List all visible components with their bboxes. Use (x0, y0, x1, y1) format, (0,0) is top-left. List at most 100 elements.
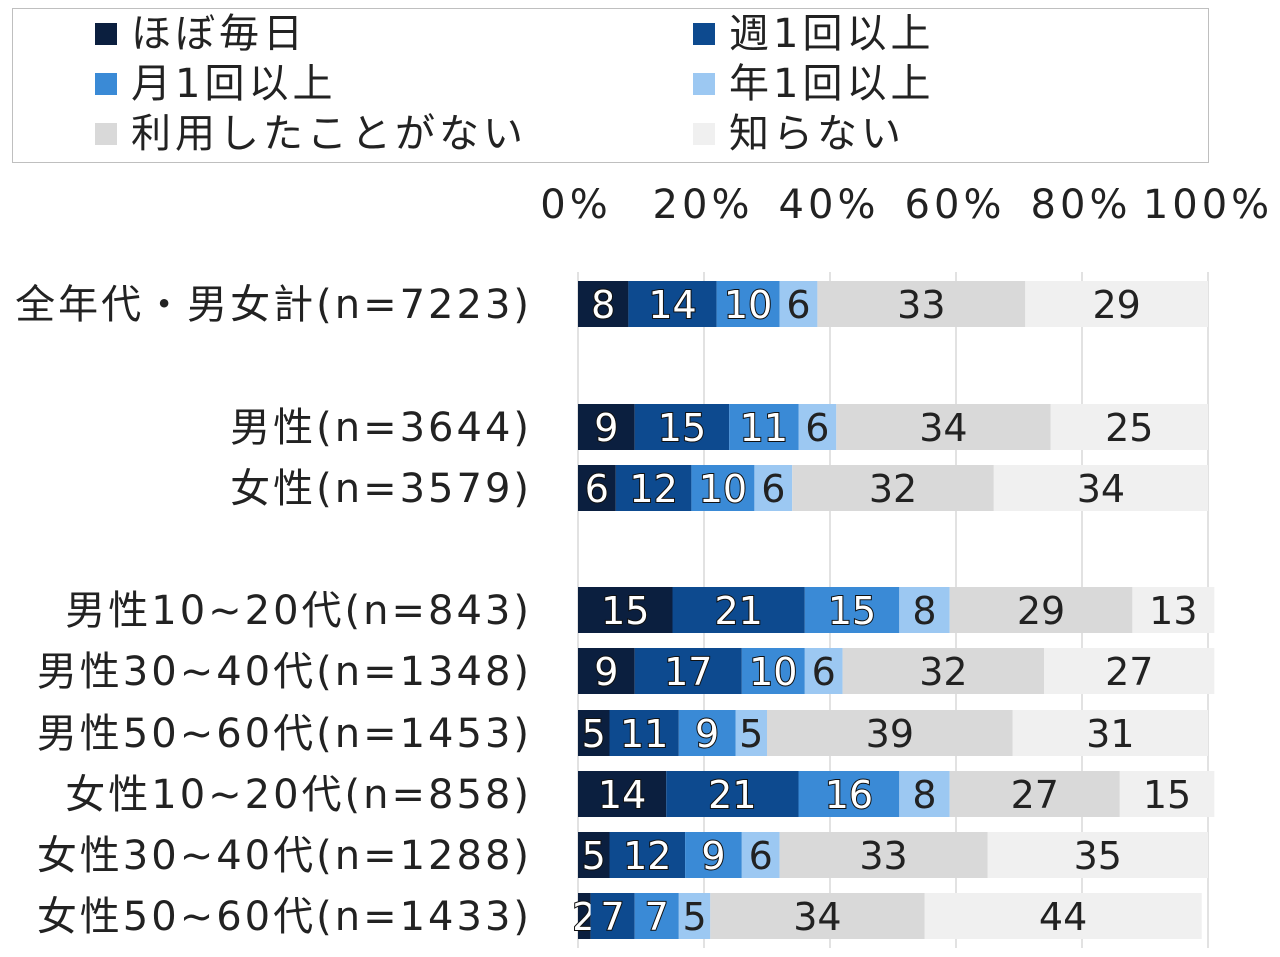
data-label-yearly: 8 (912, 589, 936, 633)
bar-segment-weekly (672, 587, 805, 633)
data-label-monthly: 9 (695, 712, 719, 756)
data-label-daily: 9 (594, 406, 618, 450)
data-label-never-used: 33 (897, 283, 945, 327)
data-label-weekly: 14 (648, 283, 696, 327)
data-label-monthly: 10 (749, 650, 797, 694)
data-label-daily: 5 (582, 712, 606, 756)
data-label-unknown: 25 (1105, 406, 1153, 450)
legend-item-yearly: 年1回以上 (693, 64, 934, 104)
bar-segment-never-used (710, 893, 925, 939)
x-tick-label: 60% (905, 182, 1006, 228)
legend-label-unknown: 知らない (729, 111, 905, 157)
data-label-unknown: 13 (1149, 589, 1197, 633)
data-label-yearly: 6 (786, 283, 810, 327)
data-label-yearly: 6 (805, 406, 829, 450)
bar-segment-unknown (1012, 710, 1208, 756)
bar-segment-unknown (1119, 771, 1215, 817)
data-label-monthly: 15 (828, 589, 876, 633)
legend-label-weekly: 週1回以上 (729, 11, 935, 57)
data-label-never-used: 33 (859, 834, 907, 878)
data-label-never-used: 32 (919, 650, 967, 694)
data-label-unknown: 35 (1074, 834, 1122, 878)
data-label-weekly: 12 (623, 834, 671, 878)
bar-segment-unknown (1050, 404, 1208, 450)
bar-segment-daily (578, 648, 635, 694)
row-label: 女性(n=3579) (230, 466, 532, 512)
bar-segment-unknown (1025, 281, 1208, 327)
legend-label-daily: ほぼ毎日 (131, 11, 307, 57)
bar-segment-never-used (949, 587, 1133, 633)
data-label-weekly: 11 (620, 712, 668, 756)
data-label-monthly: 9 (701, 834, 725, 878)
data-label-yearly: 6 (761, 467, 785, 511)
row-label: 男性50~60代(n=1453) (37, 711, 532, 757)
legend-item-weekly: 週1回以上 (693, 14, 934, 54)
legend-item-monthly: 月1回以上 (95, 64, 336, 104)
bar-segment-monthly (634, 893, 679, 939)
bar-segment-weekly (666, 771, 799, 817)
row-label: 女性30~40代(n=1288) (37, 833, 532, 879)
data-label-never-used: 34 (793, 895, 841, 939)
bar-segment-daily (578, 710, 610, 756)
x-tick-label: 80% (1031, 182, 1132, 228)
data-label-monthly: 7 (645, 895, 669, 939)
bar-segment-monthly (685, 832, 742, 878)
data-label-daily: 8 (591, 283, 615, 327)
data-label-daily: 5 (582, 834, 606, 878)
legend-item-unknown: 知らない (693, 114, 905, 154)
legend-swatch-yearly (693, 73, 715, 95)
data-label-weekly: 12 (629, 467, 677, 511)
bar-segment-yearly (779, 281, 818, 327)
legend-label-monthly: 月1回以上 (131, 61, 337, 107)
bar-segment-yearly (741, 832, 780, 878)
data-label-monthly: 10 (699, 467, 747, 511)
row-label: 男性10~20代(n=843) (65, 588, 532, 634)
data-label-weekly: 21 (708, 773, 756, 817)
data-label-never-used: 27 (1011, 773, 1059, 817)
legend-item-daily: ほぼ毎日 (95, 14, 307, 54)
row-label: 全年代・男女計(n=7223) (15, 282, 532, 328)
bar-segment-monthly (804, 587, 900, 633)
legend-swatch-never-used (95, 123, 117, 145)
bar-segment-yearly (804, 648, 843, 694)
data-label-weekly: 7 (601, 895, 625, 939)
data-label-never-used: 29 (1017, 589, 1065, 633)
row-label: 女性10~20代(n=858) (65, 772, 532, 818)
bar-segment-weekly (615, 465, 692, 511)
x-tick-label: 40% (779, 182, 880, 228)
bar-segment-monthly (691, 465, 755, 511)
bar-segment-daily (578, 832, 610, 878)
bar-segment-yearly (899, 587, 950, 633)
data-label-yearly: 8 (912, 773, 936, 817)
data-label-never-used: 39 (866, 712, 914, 756)
bar-segment-never-used (767, 710, 1013, 756)
bar-segment-daily (578, 771, 667, 817)
legend-swatch-unknown (693, 123, 715, 145)
bar-segment-weekly (609, 710, 679, 756)
bar-segment-monthly (729, 404, 799, 450)
data-label-monthly: 16 (825, 773, 873, 817)
bar-segment-daily (578, 404, 635, 450)
data-label-unknown: 15 (1143, 773, 1191, 817)
bar-segment-weekly (628, 281, 717, 327)
data-label-weekly: 17 (664, 650, 712, 694)
legend-label-yearly: 年1回以上 (729, 61, 935, 107)
data-label-daily: 15 (601, 589, 649, 633)
bar-segment-unknown (993, 465, 1208, 511)
bar-segment-yearly (735, 710, 767, 756)
data-label-never-used: 32 (869, 467, 917, 511)
data-label-weekly: 21 (714, 589, 762, 633)
bar-segment-unknown (987, 832, 1208, 878)
data-label-daily: 14 (598, 773, 646, 817)
bar-segment-daily (578, 893, 591, 939)
bar-segment-never-used (792, 465, 994, 511)
data-label-monthly: 10 (724, 283, 772, 327)
bar-segment-yearly (678, 893, 711, 939)
bar-segment-weekly (590, 893, 635, 939)
bar-segment-monthly (798, 771, 900, 817)
data-label-yearly: 5 (682, 895, 706, 939)
bar-segment-yearly (754, 465, 793, 511)
legend-swatch-daily (95, 23, 117, 45)
bar-segment-never-used (949, 771, 1120, 817)
